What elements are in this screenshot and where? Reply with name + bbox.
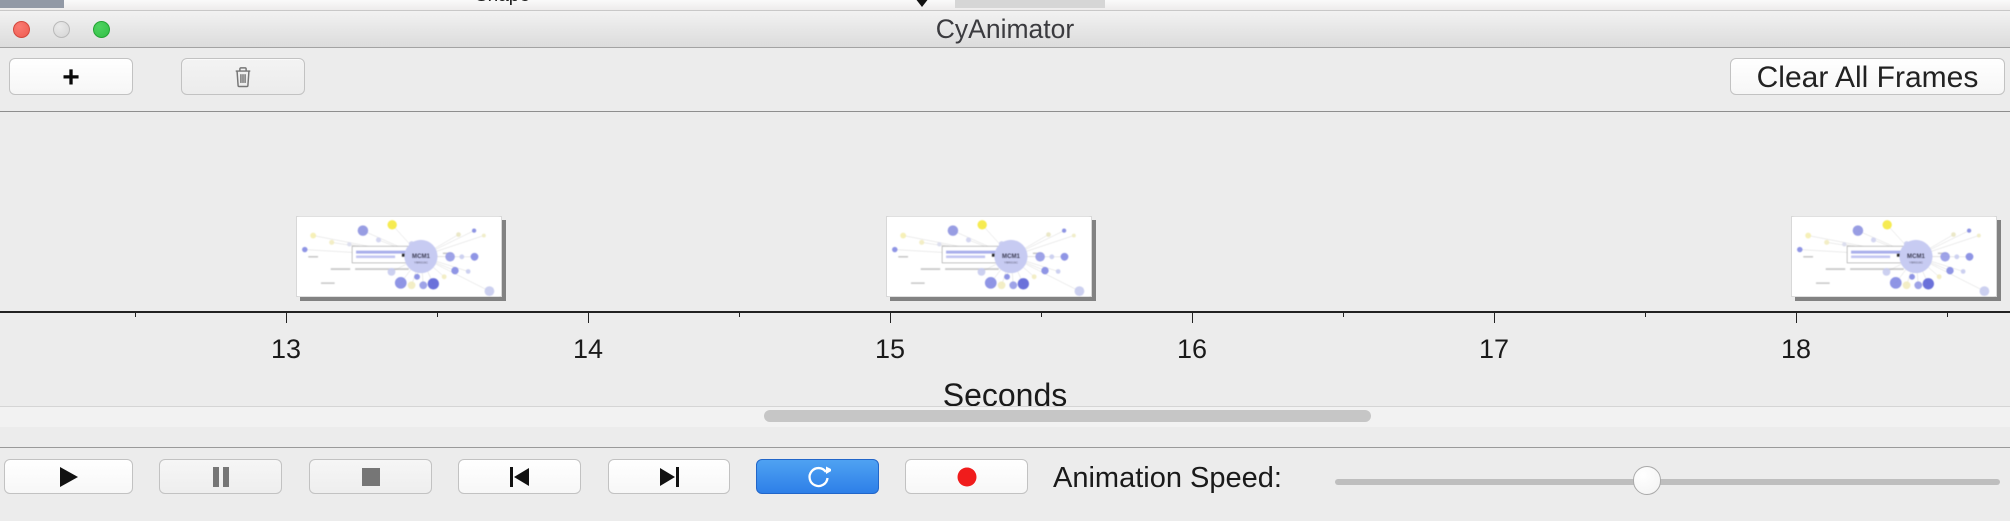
svg-text:YBR019C: YBR019C — [1909, 260, 1924, 264]
svg-text:MCM1: MCM1 — [412, 254, 430, 260]
svg-text:MCM1: MCM1 — [1002, 254, 1020, 260]
svg-text:YBR019C: YBR019C — [414, 260, 429, 264]
svg-text:MCM1: MCM1 — [1907, 254, 1925, 260]
svg-text:YBR019C: YBR019C — [1004, 260, 1019, 264]
